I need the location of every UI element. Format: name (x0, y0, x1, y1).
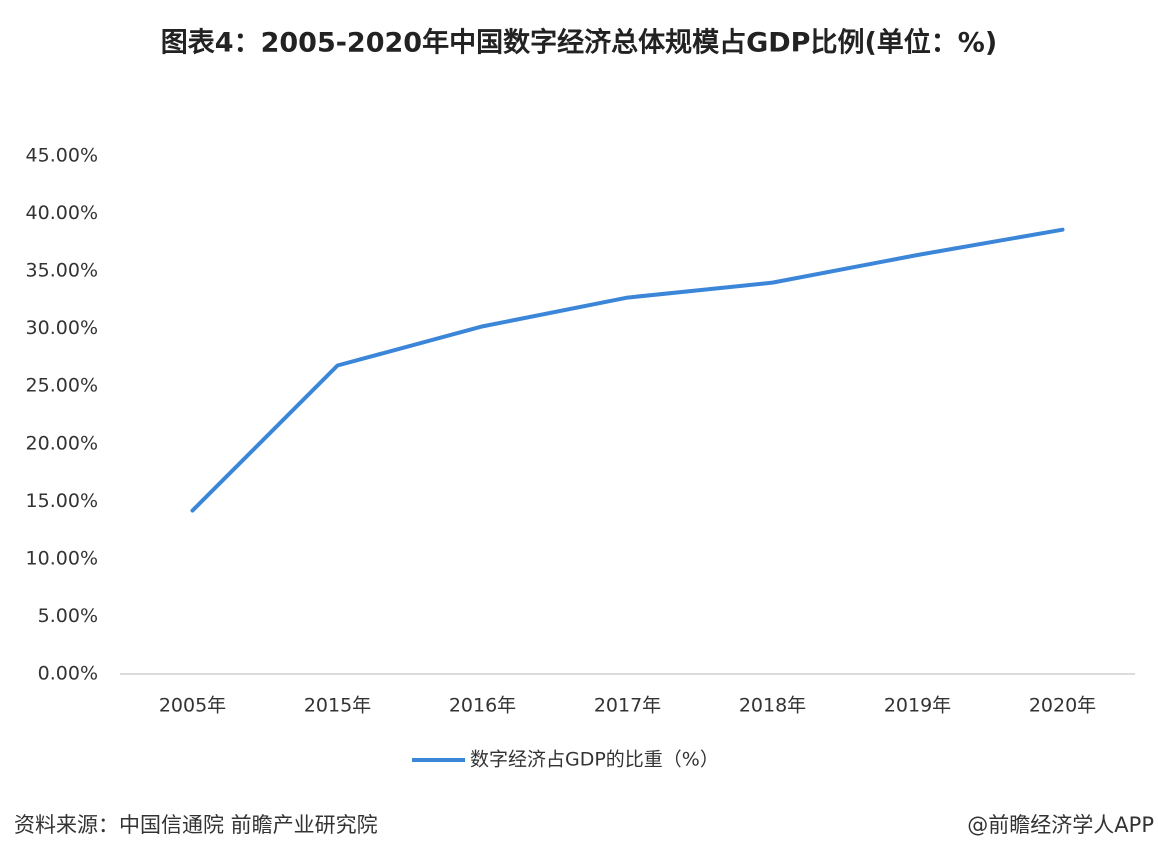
y-tick-label: 35.00% (26, 260, 98, 282)
x-tick-label: 2015年 (304, 695, 371, 717)
legend-label: 数字经济占GDP的比重（%） (470, 749, 719, 771)
y-tick-label: 25.00% (26, 375, 98, 397)
y-tick-label: 30.00% (26, 317, 98, 339)
y-tick-label: 10.00% (26, 547, 98, 569)
x-tick-label: 2018年 (739, 695, 806, 717)
x-tick-label: 2005年 (159, 695, 226, 717)
y-tick-label: 15.00% (26, 490, 98, 512)
x-tick-label: 2020年 (1029, 695, 1096, 717)
y-tick-label: 20.00% (26, 432, 98, 454)
x-tick-label: 2016年 (449, 695, 516, 717)
y-tick-label: 0.00% (38, 663, 98, 685)
y-tick-label: 40.00% (26, 202, 98, 224)
x-tick-label: 2017年 (594, 695, 661, 717)
credit-note: @前瞻经济学人APP (967, 813, 1154, 837)
source-note: 资料来源：中国信通院 前瞻产业研究院 (14, 813, 378, 837)
data-line (190, 227, 1065, 513)
chart-title: 图表4：2005-2020年中国数字经济总体规模占GDP比例(单位：%) (161, 27, 997, 59)
x-tick-label: 2019年 (884, 695, 951, 717)
y-tick-label: 45.00% (26, 145, 98, 167)
y-tick-label: 5.00% (38, 605, 98, 627)
